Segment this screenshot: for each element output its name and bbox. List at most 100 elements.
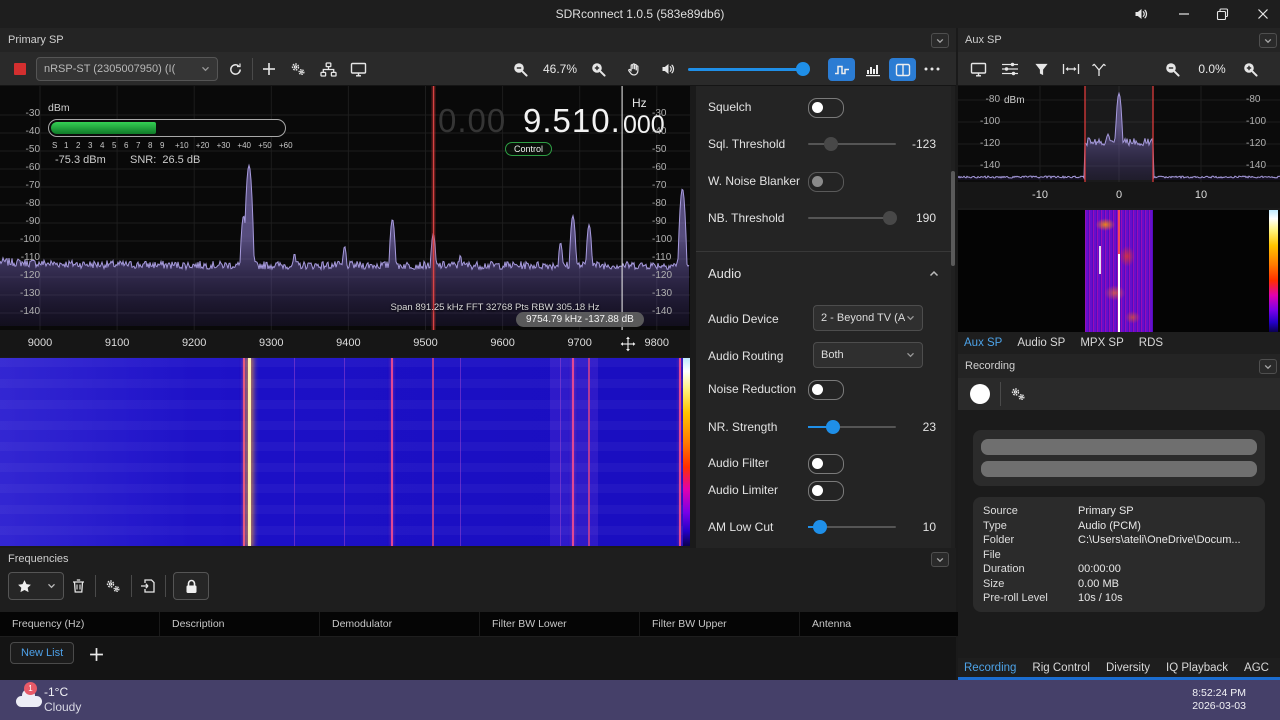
tab-rig-control[interactable]: Rig Control — [1032, 661, 1090, 674]
am-low-cut-label: AM Low Cut — [708, 520, 774, 534]
tab-audio-sp[interactable]: Audio SP — [1017, 337, 1066, 349]
aux-frequency-axis[interactable]: -20 -10 0 10 — [958, 182, 1280, 208]
settings-gears-icon[interactable] — [288, 61, 308, 77]
frequencies-menu-caret[interactable] — [931, 552, 949, 567]
volume-icon[interactable] — [658, 61, 678, 77]
more-button[interactable] — [920, 61, 944, 77]
collapse-chevron-icon[interactable] — [926, 266, 942, 280]
info-value: 00:00:00 — [1078, 563, 1121, 575]
volume-icon[interactable] — [1128, 5, 1154, 23]
noise-reduction-toggle[interactable] — [808, 380, 844, 400]
weather-widget[interactable]: 1 -1°C Cloudy — [10, 680, 120, 720]
tab-recording[interactable]: Recording — [964, 661, 1017, 674]
aux-waterfall-carrier-line — [1118, 254, 1120, 332]
device-select[interactable]: nRSP-ST (2305007950) (I( — [36, 57, 218, 81]
device-select-value: nRSP-ST (2305007950) (I( — [44, 63, 176, 75]
nb-threshold-slider[interactable] — [808, 211, 897, 225]
record-button[interactable] — [970, 384, 990, 404]
nr-strength-slider[interactable] — [808, 420, 896, 434]
sql-threshold-slider[interactable] — [808, 137, 896, 151]
zoom-in-icon[interactable] — [588, 60, 608, 78]
zoom-out-icon[interactable] — [1162, 60, 1182, 78]
antenna-icon[interactable] — [1090, 61, 1108, 77]
split-view-button[interactable] — [889, 58, 916, 81]
main-waterfall[interactable] — [0, 358, 690, 546]
settings-gears-icon[interactable] — [1008, 386, 1028, 402]
refresh-button[interactable] — [225, 61, 245, 77]
aux-waterfall[interactable] — [958, 210, 1280, 332]
tab-agc[interactable]: AGC — [1244, 661, 1269, 674]
column-header[interactable]: Antenna — [800, 612, 959, 636]
noise-blanker-toggle[interactable] — [808, 172, 844, 192]
minimize-button[interactable] — [1168, 0, 1200, 28]
recording-menu-caret[interactable] — [1259, 359, 1277, 374]
column-header[interactable]: Frequency (Hz) — [0, 612, 159, 636]
column-header[interactable]: Description — [160, 612, 319, 636]
volume-slider[interactable] — [688, 62, 810, 76]
move-cross-icon[interactable] — [620, 336, 636, 352]
volume-slider-knob[interactable] — [796, 62, 810, 76]
audio-device-select[interactable]: 2 - Beyond TV (A — [813, 305, 923, 331]
add-button[interactable] — [260, 61, 278, 77]
audio-routing-select[interactable]: Both — [813, 342, 923, 368]
bandwidth-icon[interactable] — [1060, 63, 1082, 75]
main-spectrum[interactable]: dBm S 1 2 3 4 5 6 7 8 9 +10 +20 +30 +40 +50 +60 -75.3 d… — [0, 86, 690, 330]
frequency-axis-label: 9700 — [567, 337, 592, 349]
tab-mpx-sp[interactable]: MPX SP — [1080, 337, 1124, 349]
nr-strength-value: 23 — [922, 420, 936, 434]
filter-funnel-icon[interactable] — [1032, 61, 1050, 77]
favorite-star-icon[interactable] — [17, 579, 32, 594]
column-header[interactable]: Filter BW Lower — [480, 612, 639, 636]
spectrum-bars-button[interactable] — [859, 58, 886, 81]
new-list-button[interactable]: New List — [10, 642, 75, 664]
db-axis-label-right: -140 — [652, 306, 673, 317]
control-badge[interactable]: Control — [505, 142, 553, 156]
squelch-toggle[interactable] — [808, 98, 844, 118]
dropdown-caret-icon[interactable] — [47, 583, 56, 589]
frequency-display[interactable]: 0.00 9.510. 000 Hz — [380, 96, 665, 140]
column-header[interactable]: Demodulator — [320, 612, 479, 636]
network-icon[interactable] — [318, 61, 338, 77]
display-icon[interactable] — [968, 61, 988, 77]
am-low-cut-slider[interactable] — [808, 520, 896, 534]
s-meter-scale: S 1 2 3 4 5 6 7 8 9 +10 +20 +30 +40 +50 +60 — [0, 141, 340, 151]
tab-iq-playback[interactable]: IQ Playback — [1166, 661, 1229, 674]
export-icon[interactable] — [139, 577, 157, 595]
restore-button[interactable] — [1206, 0, 1238, 28]
zoom-in-icon[interactable] — [1240, 60, 1260, 78]
waterfall-signal-line — [343, 358, 346, 546]
primary-sp-header: Primary SP — [0, 28, 956, 52]
recording-content: Source Primary SP Type Audio (PCM) Folder C:\… — [958, 410, 1280, 658]
primary-sp-menu-caret[interactable] — [931, 33, 949, 48]
stop-button[interactable] — [14, 63, 26, 75]
waveform-view-button[interactable] — [828, 58, 855, 81]
column-header[interactable]: Filter BW Upper — [640, 612, 799, 636]
aux-sp-menu-caret[interactable] — [1259, 33, 1277, 48]
adjust-sliders-icon[interactable] — [1000, 61, 1020, 77]
frequency-sub-digits[interactable]: 000 — [623, 111, 665, 139]
controls-scrollbar-thumb[interactable] — [951, 171, 955, 266]
clock[interactable]: 8:52:24 PM 2026-03-03 — [1184, 687, 1246, 713]
frequency-main-digits[interactable]: 9.510. — [523, 102, 621, 139]
add-list-button[interactable] — [84, 642, 108, 666]
recording-label: Recording — [965, 360, 1016, 372]
pan-hand-icon[interactable] — [624, 61, 642, 77]
tab-rds[interactable]: RDS — [1138, 337, 1164, 349]
close-button[interactable] — [1246, 0, 1280, 28]
tab-aux-sp[interactable]: Aux SP — [964, 337, 1003, 349]
delete-trash-icon[interactable] — [69, 577, 87, 595]
aux-spectrum[interactable]: dBm -80 -80 -100 -100 -120 -120 -140 -140 — [958, 86, 1280, 182]
frequency-axis[interactable]: 9000 9100 9200 9300 9400 9500 9600 9700 9800 — [0, 330, 690, 357]
noise-blanker-label: W. Noise Blanker — [708, 174, 801, 188]
controls-scrollbar[interactable] — [951, 86, 955, 548]
favorites-combo-button[interactable] — [8, 572, 64, 600]
settings-gears-icon[interactable] — [103, 577, 123, 595]
display-icon[interactable] — [348, 61, 368, 77]
audio-limiter-toggle[interactable] — [808, 481, 844, 501]
tab-diversity[interactable]: Diversity — [1105, 661, 1151, 674]
zoom-out-icon[interactable] — [510, 60, 530, 78]
audio-section-header[interactable]: Audio — [708, 266, 742, 281]
lock-button[interactable] — [173, 572, 209, 600]
audio-filter-toggle[interactable] — [808, 454, 844, 474]
s-meter-scale-mark: +10 — [175, 141, 189, 150]
